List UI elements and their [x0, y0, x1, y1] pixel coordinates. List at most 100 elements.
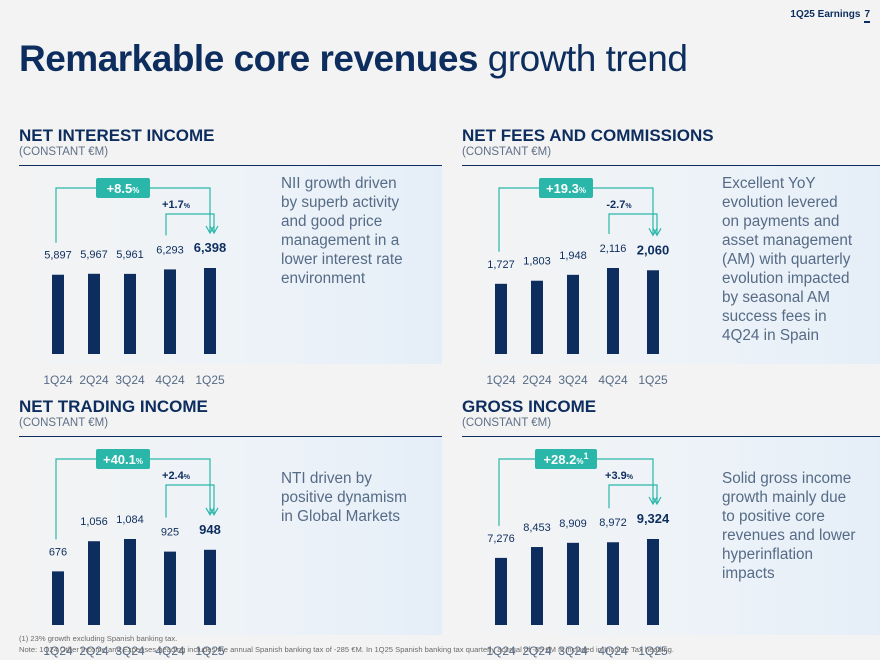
yoy-badge-text: +28.2%1 [543, 451, 588, 467]
footnote-note: Note: 1Q24 Other Income and Expenses hea… [19, 645, 675, 654]
yoy-arrow [205, 507, 215, 516]
yoy-badge [96, 178, 150, 198]
qoq-arrow [652, 496, 662, 506]
panel-subtitle: (CONSTANT €M) [19, 146, 109, 158]
x-tick-label: 3Q24 [558, 373, 588, 387]
desc-line: NTI driven by [281, 470, 372, 487]
panel-rule [19, 436, 442, 437]
bar [88, 273, 100, 354]
yoy-badge-text: +8.5% [107, 181, 140, 196]
bar [607, 542, 619, 625]
qoq-value: +2.4 [162, 470, 185, 482]
qoq-label: +1.7% [162, 199, 191, 211]
yoy-badge [535, 449, 597, 469]
bar [531, 547, 543, 625]
yoy-badge-text: +40.1% [103, 452, 143, 467]
qoq-unit: % [184, 203, 191, 210]
x-tick-label: 4Q24 [598, 373, 628, 387]
bar [204, 268, 216, 354]
yoy-value: +19.3 [546, 181, 579, 196]
yoy-arrow [648, 496, 658, 506]
desc-line: Excellent YoY [722, 175, 816, 192]
desc-line: impacts [722, 565, 775, 582]
yoy-arrow [205, 225, 215, 235]
panel-description: NTI driven by positive dynamism in Globa… [281, 469, 407, 526]
yoy-value: +40.1 [103, 452, 136, 467]
bar [607, 268, 619, 354]
data-label: 2,060 [637, 242, 670, 257]
desc-line: by superb activity [281, 194, 400, 211]
data-label: 6,293 [156, 244, 184, 256]
panel-description: Solid gross income growth mainly due to … [722, 469, 856, 583]
yoy-footnote-ref: 1 [584, 451, 589, 461]
bar-chart: 7,276 8,453 8,909 8,972 9,324 1Q24 2Q24 3Q24 4Q2… [486, 449, 670, 658]
panel-rule [462, 436, 880, 437]
data-label: 1,056 [80, 516, 108, 528]
panel-rule [19, 165, 442, 166]
x-tick-label: 1Q24 [43, 644, 73, 658]
qoq-unit: % [625, 203, 632, 210]
x-tick-label: 4Q24 [155, 373, 185, 387]
yoy-bracket [55, 458, 211, 540]
qoq-label: -2.7% [606, 199, 632, 211]
data-label: 9,324 [637, 511, 670, 526]
x-tick-label: 2Q24 [79, 644, 109, 658]
bar [495, 557, 507, 625]
panel-subtitle: (CONSTANT €M) [19, 417, 109, 429]
panel-description: Excellent YoY evolution levered on payme… [722, 174, 852, 345]
qoq-arrow [209, 225, 219, 235]
desc-line: environment [281, 270, 366, 287]
panel-title: NET TRADING INCOME [19, 397, 208, 416]
data-label: 2,116 [600, 243, 627, 255]
footnote-1: (1) 23% growth excluding Spanish banking… [19, 634, 178, 643]
qoq-label: +3.9% [605, 470, 634, 482]
qoq-unit: % [184, 474, 191, 481]
qoq-bracket [608, 213, 658, 235]
data-label: 1,727 [487, 259, 515, 271]
qoq-bracket [165, 484, 215, 518]
x-tick-label: 1Q25 [638, 373, 668, 387]
desc-line: success fees in [722, 308, 827, 325]
data-label: 5,961 [116, 249, 144, 261]
qoq-arrow [652, 227, 662, 237]
desc-line: growth mainly due [722, 489, 847, 506]
qoq-bracket [608, 484, 658, 509]
qoq-unit: % [627, 474, 634, 481]
x-tick-label: 2Q24 [522, 373, 552, 387]
data-label: 5,897 [44, 250, 72, 262]
qoq-value: +1.7 [162, 199, 184, 211]
desc-line: NII growth driven [281, 175, 397, 192]
bar [52, 274, 64, 354]
x-tick-label: 1Q25 [195, 644, 225, 658]
yoy-badge [539, 178, 593, 198]
x-tick-label: 2Q24 [79, 373, 109, 387]
desc-line: positive dynamism [281, 489, 407, 506]
yoy-value: +8.5 [107, 181, 133, 196]
bars-group [495, 268, 659, 354]
data-label: 948 [199, 522, 221, 537]
bar [647, 539, 659, 625]
panel-description: NII growth driven by superb activity and… [281, 174, 403, 288]
data-label: 5,967 [80, 249, 108, 261]
data-label: 676 [49, 546, 67, 558]
x-tick-label: 1Q25 [638, 644, 668, 658]
x-tick-label: 1Q24 [486, 644, 516, 658]
qoq-arrow [209, 507, 219, 516]
panel-title: GROSS INCOME [462, 397, 597, 416]
x-tick-label: 1Q25 [195, 373, 225, 387]
data-label: 1,803 [523, 256, 551, 268]
bar [204, 549, 216, 625]
desc-line: evolution impacted [722, 270, 850, 287]
data-label: 1,084 [116, 514, 144, 526]
page-title: Remarkable core revenues growth trend [19, 38, 688, 80]
desc-line: on payments and [722, 213, 840, 230]
bar-chart: 5,897 5,967 5,961 6,293 6,398 1Q24 2Q24 3Q24 4Q2… [43, 178, 227, 387]
x-tick-label: 4Q24 [598, 644, 628, 658]
yoy-unit: % [136, 457, 143, 466]
yoy-unit: % [576, 457, 583, 466]
data-label: 6,398 [194, 240, 227, 255]
yoy-value: +28.2 [543, 452, 576, 467]
panel-title: NET INTEREST INCOME [19, 126, 215, 145]
desc-line: Solid gross income [722, 470, 852, 487]
desc-line: in Global Markets [281, 508, 401, 525]
